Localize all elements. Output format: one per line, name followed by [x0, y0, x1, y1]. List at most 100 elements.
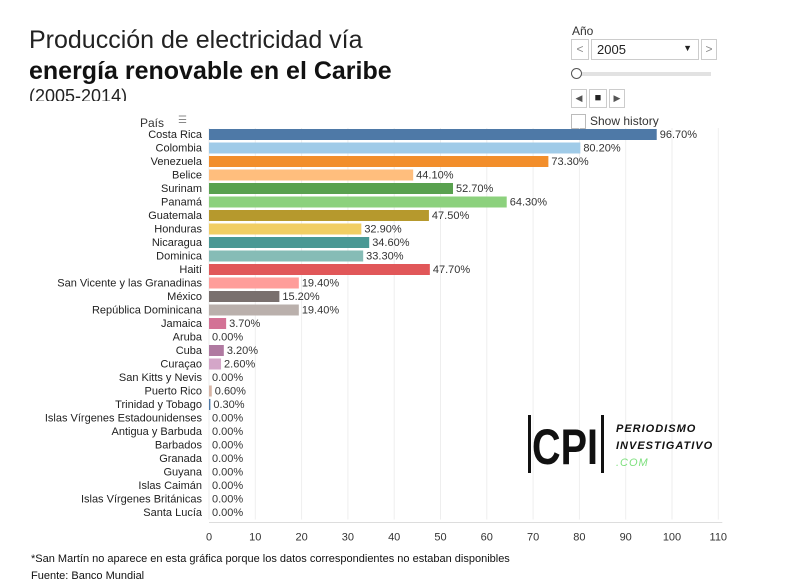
title-line-3: (2005-2014) — [29, 86, 128, 101]
category-label: Colombia — [156, 143, 203, 155]
bar[interactable] — [209, 129, 657, 140]
category-label: Cuba — [176, 345, 203, 357]
bar[interactable] — [209, 264, 430, 275]
bar[interactable] — [209, 183, 454, 194]
bar-chart: 0 10 20 30 40 50 60 70 80 90 100 110 Costa Rica 96.70… — [45, 128, 728, 544]
svg-text:CPI: CPI — [532, 419, 598, 475]
category-label: Barbados — [155, 440, 203, 452]
bar[interactable] — [209, 385, 212, 397]
data-label: 2.60% — [224, 359, 255, 371]
category-label: Costa Rica — [148, 129, 203, 141]
category-label: Nicaragua — [152, 237, 203, 249]
data-label: 44.10% — [416, 170, 454, 182]
category-label: Santa Lucía — [143, 507, 203, 519]
data-label: 34.60% — [372, 237, 410, 249]
bar[interactable] — [209, 223, 362, 235]
bar[interactable] — [209, 210, 429, 221]
x-tick-label: 110 — [710, 532, 728, 544]
show-history-label: Show history — [590, 114, 659, 127]
bar[interactable] — [209, 318, 227, 329]
data-label: 0.00% — [212, 467, 243, 479]
bar[interactable] — [209, 250, 364, 262]
stop-icon: ■ — [594, 92, 602, 104]
title-line-2: energía renovable en el Caribe — [29, 57, 392, 85]
bar[interactable] — [209, 399, 211, 410]
category-label: Dominica — [156, 251, 203, 263]
x-tick-label: 100 — [663, 532, 681, 544]
category-label: República Dominicana — [92, 305, 203, 317]
bar[interactable] — [209, 304, 299, 316]
x-tick-label: 20 — [295, 532, 307, 544]
category-label: San Vicente y las Granadinas — [57, 278, 202, 290]
data-label: 32.90% — [364, 224, 402, 236]
bar[interactable] — [209, 196, 507, 208]
category-label: Venezuela — [151, 156, 203, 168]
x-tick-label: 60 — [481, 532, 493, 544]
source-note: Fuente: Banco Mundial — [31, 570, 145, 582]
bar[interactable] — [209, 358, 222, 370]
sort-icon[interactable]: ☰ — [178, 115, 187, 126]
caret-down-icon: ▼ — [683, 43, 692, 53]
category-label: San Kitts y Nevis — [119, 372, 203, 384]
data-label: 0.00% — [212, 507, 243, 519]
prev-year-button[interactable]: < — [571, 39, 589, 60]
bar[interactable] — [209, 277, 299, 289]
slider-handle[interactable] — [571, 68, 582, 79]
x-tick-label: 40 — [388, 532, 400, 544]
show-history-checkbox[interactable] — [571, 114, 586, 129]
data-label: 19.40% — [302, 305, 340, 317]
bar[interactable] — [209, 169, 414, 181]
data-label: 0.60% — [215, 386, 246, 398]
category-label: México — [167, 291, 202, 303]
year-slider[interactable] — [575, 72, 711, 76]
svg-text:.COM: .COM — [616, 457, 649, 469]
play-backward-button[interactable]: ◀ — [571, 89, 587, 108]
data-label: 33.30% — [366, 251, 404, 263]
category-label: Antigua y Barbuda — [111, 426, 202, 438]
category-label: Puerto Rico — [145, 386, 202, 398]
category-label: Granada — [159, 453, 203, 465]
play-icon: ▶ — [613, 93, 621, 103]
year-select-value: 2005 — [597, 42, 626, 57]
bar[interactable] — [209, 237, 370, 248]
data-label: 0.00% — [212, 480, 243, 492]
bar[interactable] — [209, 142, 581, 154]
year-select[interactable]: 2005 ▼ — [591, 39, 699, 60]
category-label: Aruba — [173, 332, 203, 344]
x-tick-label: 10 — [249, 532, 261, 544]
data-label: 47.50% — [432, 210, 470, 222]
data-label: 0.30% — [213, 399, 244, 411]
title-line-1: Producción de electricidad vía — [29, 26, 363, 54]
chevron-left-icon: < — [576, 42, 584, 56]
x-tick-label: 50 — [434, 532, 446, 544]
x-tick-label: 30 — [342, 532, 354, 544]
play-back-icon: ◀ — [575, 93, 583, 103]
data-label: 47.70% — [433, 264, 471, 276]
data-label: 3.70% — [229, 318, 260, 330]
x-tick-label: 90 — [620, 532, 632, 544]
category-label: Belice — [172, 170, 202, 182]
stop-button[interactable]: ■ — [589, 89, 607, 108]
category-label: Honduras — [154, 224, 202, 236]
x-tick-label: 80 — [573, 532, 585, 544]
data-label: 80.20% — [583, 143, 621, 155]
category-label: Surinam — [161, 183, 202, 195]
data-label: 15.20% — [282, 291, 320, 303]
cpi-logo: CPI PERIODISMO INVESTIGATIVO .COM — [528, 412, 728, 482]
data-label: 0.00% — [212, 426, 243, 438]
play-forward-button[interactable]: ▶ — [609, 89, 625, 108]
bar[interactable] — [209, 156, 549, 167]
y-axis-title: País — [140, 116, 165, 130]
bar[interactable] — [209, 345, 224, 356]
category-label: Trinidad y Tobago — [115, 399, 202, 411]
data-label: 0.00% — [212, 453, 243, 465]
category-label: Guyana — [163, 467, 202, 479]
svg-text:PERIODISMO: PERIODISMO — [616, 423, 696, 435]
bar[interactable] — [209, 291, 280, 302]
data-label: 73.30% — [551, 156, 589, 168]
svg-text:INVESTIGATIVO: INVESTIGATIVO — [616, 440, 713, 452]
data-label: 0.00% — [212, 413, 243, 425]
data-label: 64.30% — [510, 197, 548, 209]
category-label: Panamá — [161, 197, 203, 209]
next-year-button[interactable]: > — [701, 39, 717, 60]
